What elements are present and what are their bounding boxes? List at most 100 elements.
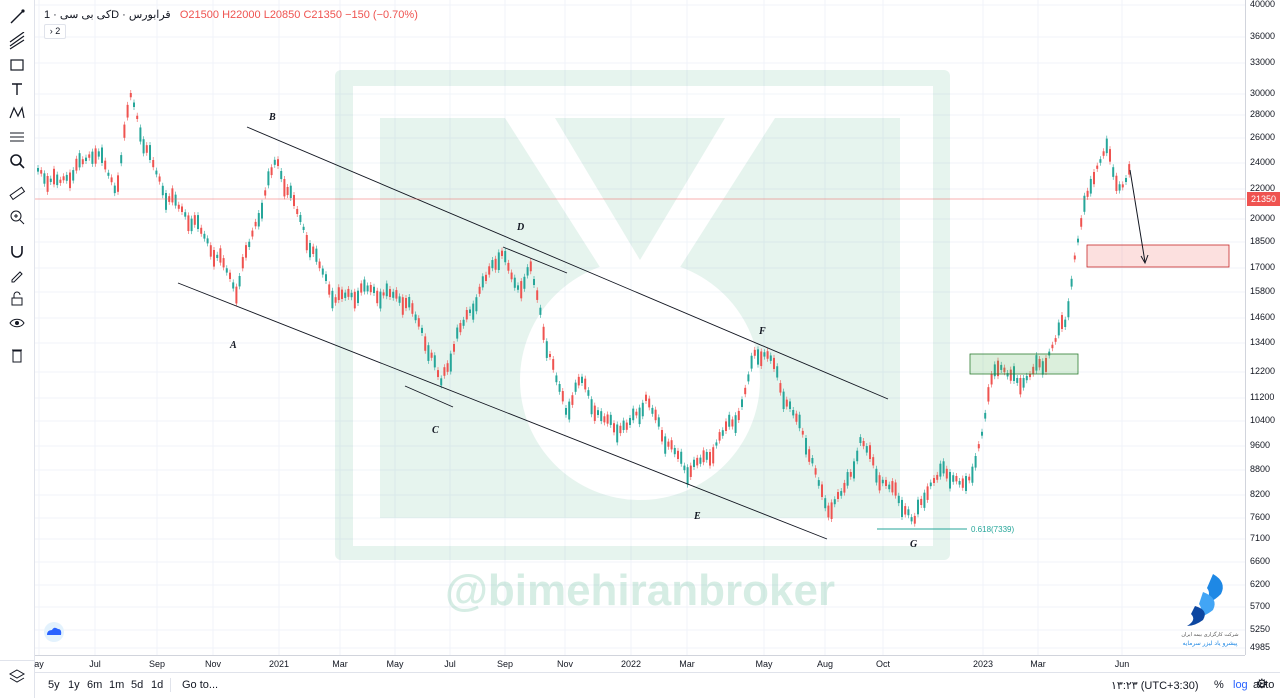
candle [603, 416, 606, 423]
candle [1070, 278, 1073, 287]
time-tick: Jul [89, 659, 101, 669]
candle [1016, 378, 1019, 383]
candle [328, 284, 331, 295]
time-tick: Jun [1114, 659, 1130, 669]
candle [878, 475, 881, 491]
legend-collapse-button[interactable]: › 2 [44, 24, 66, 39]
demand-zone-box[interactable] [969, 353, 1079, 375]
candle [433, 355, 436, 368]
time-tick: Mar [679, 659, 695, 669]
rectangle-icon[interactable] [6, 54, 28, 76]
resistance-segment[interactable] [502, 246, 568, 274]
candle [1112, 167, 1115, 177]
percent-toggle[interactable]: % [1214, 679, 1224, 691]
support-segment[interactable] [404, 385, 454, 408]
candle [961, 478, 964, 488]
candle [443, 367, 446, 376]
text-icon[interactable] [6, 78, 28, 100]
range-1y[interactable]: 1y [68, 679, 80, 691]
candle [555, 375, 558, 383]
time-axis[interactable]: ay Jul Sep Nov 2021 Mar May Jul Sep Nov 2022 Mar May… [34, 655, 1245, 673]
candle [625, 422, 628, 430]
candle [136, 115, 139, 120]
close-label: C [303, 9, 312, 21]
range-5y[interactable]: 5y [48, 679, 60, 691]
unlock-icon[interactable] [6, 288, 28, 310]
price-chart[interactable]: @bimehiranbroker A B C D E F G 0.618(733… [35, 0, 1245, 655]
time-tick: ay [34, 659, 44, 669]
candle [1051, 344, 1054, 349]
search-icon[interactable] [6, 150, 28, 172]
candle [670, 440, 673, 450]
candle [629, 417, 631, 425]
candle [849, 472, 852, 477]
candle [341, 289, 343, 299]
candle [149, 145, 151, 160]
trendline-icon[interactable] [6, 30, 28, 52]
projection-arrow[interactable] [1129, 169, 1146, 263]
settings-gear-icon[interactable]: ⚙ [1256, 676, 1268, 691]
candle [449, 353, 452, 372]
candle [440, 378, 443, 386]
crosshair-icon[interactable] [6, 6, 28, 28]
range-1m[interactable]: 1m [109, 679, 125, 691]
goto-button[interactable]: Go to... [182, 679, 219, 691]
log-toggle[interactable]: log [1233, 679, 1248, 691]
candle [814, 468, 817, 475]
candle [891, 481, 894, 493]
candle [741, 399, 743, 407]
candle [609, 414, 612, 425]
channel-lower-line[interactable] [177, 282, 828, 540]
auto-toggle[interactable]: auto [1253, 679, 1275, 691]
candle [920, 498, 923, 505]
candle [277, 159, 279, 166]
candle [395, 290, 398, 299]
range-1d[interactable]: 1d [151, 679, 164, 691]
open-label: O [179, 9, 189, 21]
symbol-name[interactable]: قرابورس [128, 9, 171, 21]
candle [302, 226, 305, 230]
timeframe[interactable]: 1D [44, 9, 120, 21]
zoom-in-icon[interactable] [6, 206, 28, 228]
range-6m[interactable]: 6m [87, 679, 103, 691]
layers-icon[interactable] [6, 665, 28, 687]
candle [881, 479, 884, 484]
eye-icon[interactable] [6, 312, 28, 334]
magnet-icon[interactable] [6, 240, 28, 262]
candle [517, 285, 519, 290]
wave-label-g: G [910, 539, 918, 550]
candle [622, 420, 625, 431]
price-axis[interactable]: 21350 40000 36000 33000 30000 28000 26000 2400… [1245, 0, 1280, 655]
object-tree-area [0, 660, 35, 698]
high-label: H [222, 9, 231, 21]
ruler-icon[interactable] [6, 182, 28, 204]
candle [75, 158, 78, 171]
time-tick: 2023 [972, 659, 994, 669]
candle [206, 238, 209, 244]
clock-timezone[interactable]: ۱۳:۲۳ (UTC+3:30) [1111, 680, 1199, 692]
candle [760, 351, 763, 367]
candle [1080, 218, 1083, 227]
candle [293, 195, 295, 206]
candle [296, 208, 299, 214]
target-zone-box[interactable] [1086, 244, 1230, 268]
candle [955, 476, 958, 482]
candle [696, 457, 699, 466]
current-price-tag: 21350 [1247, 192, 1280, 206]
candle [1035, 355, 1038, 371]
prediction-icon[interactable] [6, 126, 28, 148]
candle [299, 214, 302, 222]
candle [677, 450, 679, 459]
candle [853, 461, 855, 479]
candle [933, 478, 935, 483]
candle [949, 472, 951, 489]
candle [49, 178, 52, 182]
candle [1009, 369, 1012, 381]
lock-drawings-icon[interactable] [6, 264, 28, 286]
range-5d[interactable]: 5d [131, 679, 144, 691]
trash-icon[interactable] [6, 344, 28, 366]
pattern-icon[interactable] [6, 102, 28, 124]
cloud-icon[interactable] [44, 622, 64, 642]
candle [427, 345, 430, 361]
channel-upper-line[interactable] [246, 126, 889, 400]
